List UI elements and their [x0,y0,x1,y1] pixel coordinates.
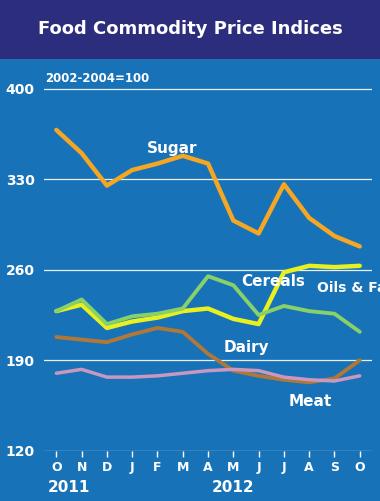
Text: 2012: 2012 [212,480,255,495]
Text: Meat: Meat [289,394,332,409]
Text: Oils & Fats: Oils & Fats [317,281,380,295]
Text: Cereals: Cereals [241,274,305,289]
Text: 2002-2004=100: 2002-2004=100 [45,72,149,85]
Text: Dairy: Dairy [223,340,269,355]
Text: 2011: 2011 [48,480,90,495]
Text: Food Commodity Price Indices: Food Commodity Price Indices [38,21,342,38]
Text: Sugar: Sugar [147,141,198,155]
